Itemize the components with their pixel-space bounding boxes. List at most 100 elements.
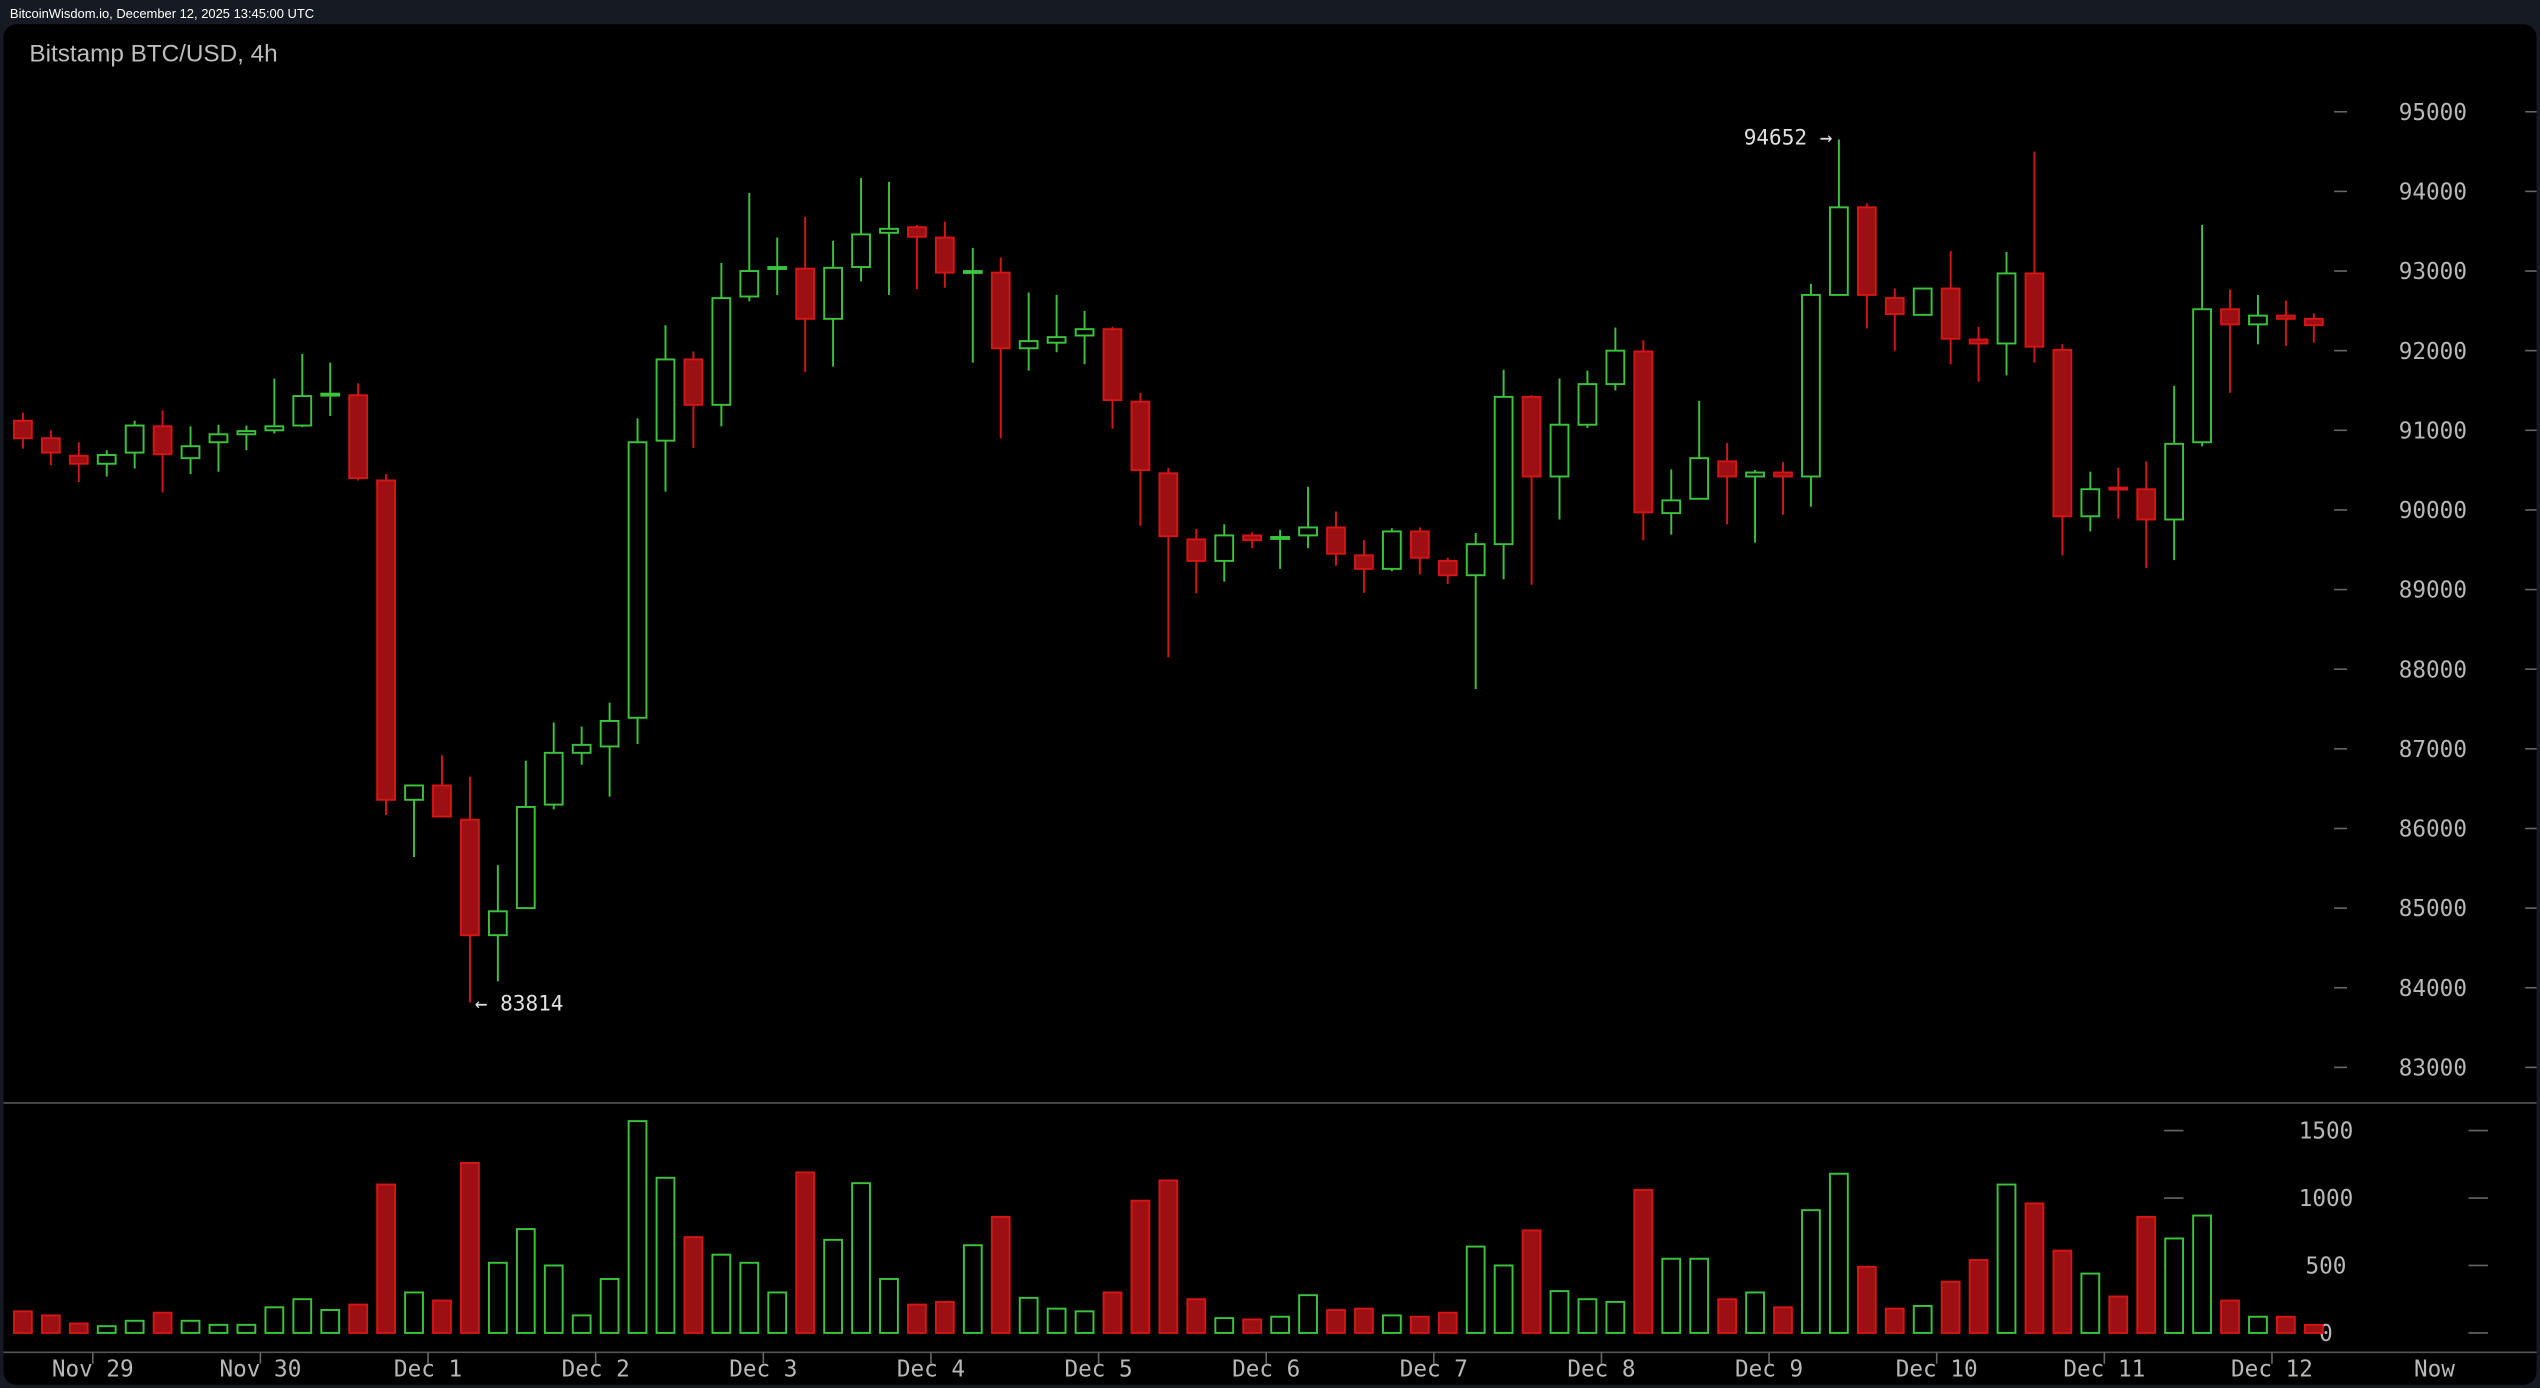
volume-bar [767,1291,788,1334]
candle-body [68,454,89,465]
candle-up [1270,529,1291,569]
candle-down [152,410,173,493]
candle-down [1242,532,1263,549]
candle-body [907,226,927,238]
volume-bar [683,1236,704,1334]
volume-bar [432,1299,452,1334]
volume-bar [1270,1315,1291,1334]
volume-bar [2024,1202,2045,1334]
volume-bar [1326,1309,1346,1334]
candle-up [124,420,145,469]
volume-bar [2303,1323,2324,1334]
volume-bar [40,1314,61,1334]
candle-body [124,424,145,454]
candle-body [1102,328,1123,402]
candle-body [96,454,117,465]
volume-bar [1717,1298,1738,1334]
candle-body [2080,488,2101,518]
volume-bar [1801,1209,1821,1334]
volume-bar [1130,1199,1151,1334]
candle-body [1130,400,1151,472]
volume-bar [739,1261,760,1334]
candle-up [264,378,285,434]
price-tick-label: 88000 [2399,657,2467,683]
candle-down [1856,203,1877,329]
time-tick-label: Nov 30 [219,1357,301,1383]
candle-up [879,181,899,295]
volume-bar [376,1183,396,1334]
volume-bar [1018,1296,1039,1334]
candle-body [1856,206,1877,296]
volume-bar [571,1314,592,1334]
candle-body [1409,530,1430,559]
candle-down [1354,540,1374,593]
volume-bar [460,1161,480,1334]
candle-body [404,784,424,801]
candle-body [2052,348,2073,518]
candle-up [1996,251,2017,376]
price-extreme-label: ← 83814 [475,991,564,1016]
candle-up [767,237,788,295]
candle-up [180,426,201,475]
volume-bar [655,1176,676,1334]
candle-body [879,227,899,234]
volume-bar [1465,1245,1486,1334]
time-tick-label: Dec 3 [729,1357,797,1383]
chart-title: Bitstamp BTC/USD, 4h [29,41,277,68]
candle-down [795,216,816,373]
time-tick-label: Dec 8 [1567,1357,1635,1383]
candle-down [1633,340,1654,541]
candle-up [1745,470,1765,543]
volume-bar [934,1300,955,1334]
candle-body [1326,526,1346,555]
volume-bar [68,1322,89,1334]
candle-body [1661,499,1682,515]
time-tick-label: Dec 9 [1735,1357,1803,1383]
candle-body [739,270,760,298]
volume-bar [1829,1172,1849,1334]
candle-up [1801,283,1821,507]
candle-down [2276,300,2296,346]
candle-down [2220,289,2240,393]
volume-bar [851,1182,871,1334]
time-tick-label: Nov 29 [52,1357,134,1383]
candle-down [1773,462,1793,515]
volume-bar [348,1303,369,1334]
candle-up [208,424,229,472]
candle-down [13,412,33,449]
volume-bar [1577,1298,1598,1334]
candle-up [739,192,760,302]
candle-down [2024,151,2045,363]
candle-body [2303,317,2324,327]
candle-down [1968,326,1989,382]
candle-body [962,270,983,274]
time-tick-label: Dec 5 [1064,1357,1132,1383]
candle-down [68,442,89,483]
time-tick-label: Dec 2 [562,1357,630,1383]
candle-down [1717,443,1738,525]
volume-bar [1661,1257,1682,1334]
volume-bar [208,1323,229,1334]
candle-up [962,247,983,363]
candle-body [1829,206,1849,296]
price-axis: 83000 84000 85000 86000 87000 88000 89000 90000… [2334,100,2537,1081]
candle-up [2080,471,2101,532]
candle-body [2136,488,2157,521]
candle-body [1214,534,1235,562]
volume-bar [1689,1257,1710,1334]
candle-body [1968,338,1989,345]
candle-body [1493,395,1514,546]
candle-down [1437,557,1458,584]
candle-body [460,818,480,937]
candle-body [1996,272,2017,345]
candle-body [1773,471,1793,478]
candle-body [152,425,173,456]
price-tick-label: 84000 [2399,976,2467,1002]
time-tick-label: Dec 12 [2231,1357,2313,1383]
volume-bar [1773,1306,1793,1334]
price-tick-label: 87000 [2399,737,2467,763]
volume-tick-label: 1500 [2299,1119,2354,1145]
candle-body [180,445,201,460]
volume-bar [2108,1295,2129,1334]
header-text: BitcoinWisdom.io, December 12, 2025 13:4… [10,6,314,21]
